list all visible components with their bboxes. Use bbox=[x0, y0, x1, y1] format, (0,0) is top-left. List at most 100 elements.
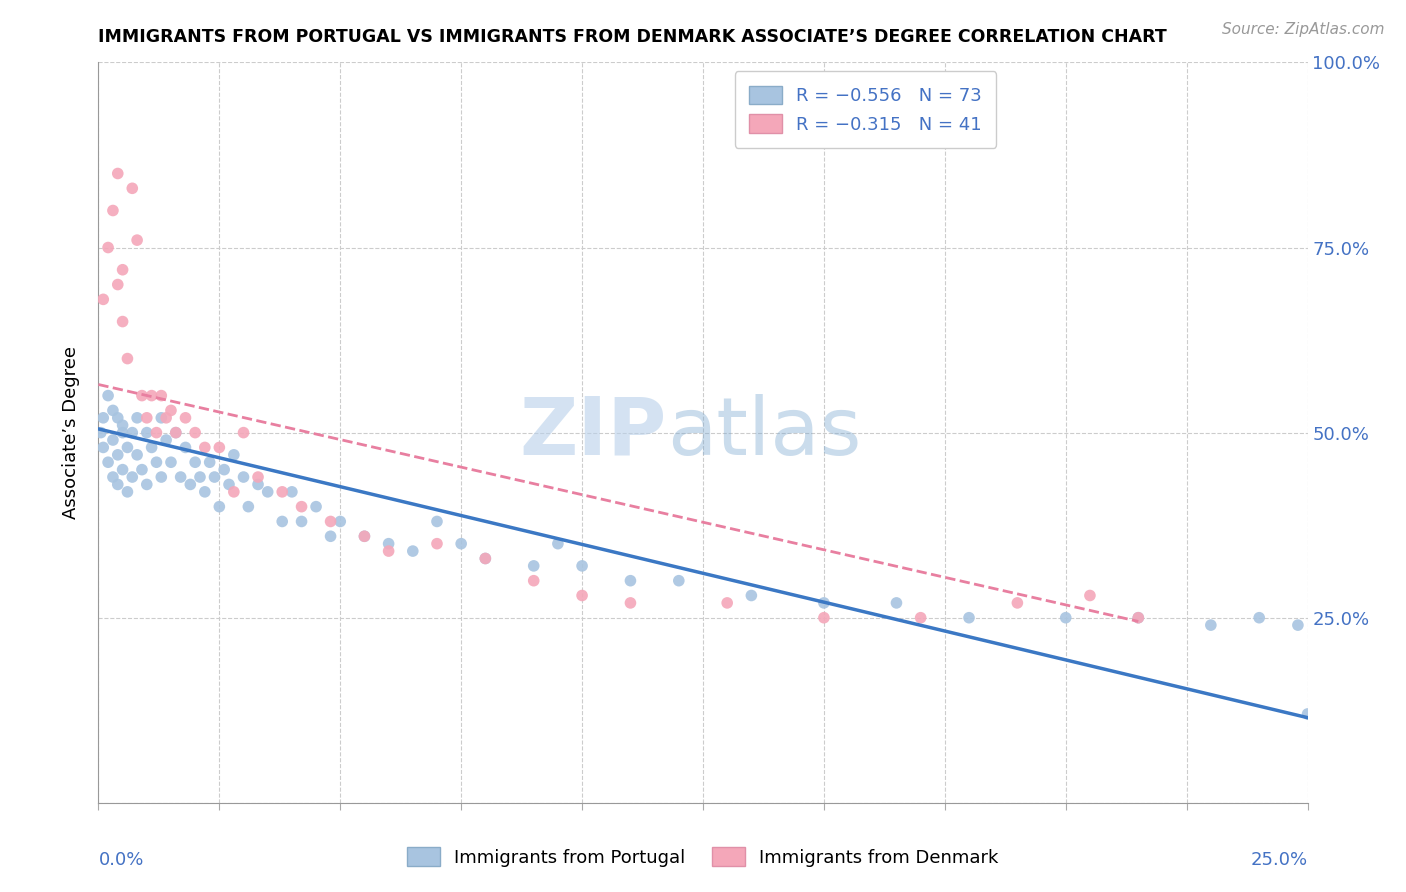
Point bbox=[1199, 618, 1222, 632]
Point bbox=[290, 515, 312, 529]
Point bbox=[319, 515, 342, 529]
Point bbox=[121, 181, 143, 195]
Text: 0.0%: 0.0% bbox=[98, 851, 143, 870]
Point bbox=[619, 596, 641, 610]
Point bbox=[1007, 596, 1029, 610]
Point bbox=[107, 166, 129, 180]
Point bbox=[377, 536, 399, 550]
Point bbox=[238, 500, 260, 514]
Point bbox=[208, 500, 231, 514]
Point bbox=[117, 484, 139, 499]
Point bbox=[198, 455, 221, 469]
Point bbox=[281, 484, 304, 499]
Point bbox=[188, 470, 211, 484]
Point bbox=[107, 277, 129, 292]
Point bbox=[135, 477, 157, 491]
Point bbox=[107, 410, 129, 425]
Point bbox=[571, 558, 593, 573]
Point bbox=[111, 262, 134, 277]
Point bbox=[194, 441, 217, 455]
Point bbox=[910, 610, 932, 624]
Text: Source: ZipAtlas.com: Source: ZipAtlas.com bbox=[1222, 22, 1385, 37]
Point bbox=[813, 596, 835, 610]
Point bbox=[150, 470, 173, 484]
Point bbox=[121, 470, 143, 484]
Point bbox=[165, 425, 187, 440]
Point bbox=[256, 484, 278, 499]
Point bbox=[474, 551, 496, 566]
Point bbox=[716, 596, 738, 610]
Point bbox=[127, 410, 149, 425]
Point bbox=[450, 536, 472, 550]
Point bbox=[155, 410, 177, 425]
Point bbox=[111, 425, 134, 440]
Point bbox=[160, 455, 183, 469]
Point bbox=[1078, 589, 1101, 603]
Point bbox=[305, 500, 328, 514]
Point bbox=[957, 610, 980, 624]
Point bbox=[91, 410, 114, 425]
Point bbox=[107, 477, 129, 491]
Text: IMMIGRANTS FROM PORTUGAL VS IMMIGRANTS FROM DENMARK ASSOCIATE’S DEGREE CORRELATI: IMMIGRANTS FROM PORTUGAL VS IMMIGRANTS F… bbox=[98, 28, 1167, 45]
Text: ZIP: ZIP bbox=[519, 393, 666, 472]
Point bbox=[91, 441, 114, 455]
Legend: R = −0.556   N = 73, R = −0.315   N = 41: R = −0.556 N = 73, R = −0.315 N = 41 bbox=[735, 71, 997, 148]
Point bbox=[619, 574, 641, 588]
Point bbox=[1128, 610, 1150, 624]
Point bbox=[290, 500, 312, 514]
Point bbox=[329, 515, 352, 529]
Point bbox=[212, 462, 235, 476]
Text: 25.0%: 25.0% bbox=[1250, 851, 1308, 870]
Point bbox=[247, 477, 270, 491]
Point bbox=[740, 589, 762, 603]
Point bbox=[97, 388, 120, 402]
Point bbox=[668, 574, 690, 588]
Point bbox=[174, 410, 197, 425]
Point bbox=[232, 425, 254, 440]
Point bbox=[319, 529, 342, 543]
Point bbox=[101, 433, 124, 447]
Point bbox=[1286, 618, 1309, 632]
Point bbox=[184, 455, 207, 469]
Point bbox=[107, 448, 129, 462]
Point bbox=[117, 441, 139, 455]
Point bbox=[97, 455, 120, 469]
Point bbox=[247, 470, 270, 484]
Point bbox=[101, 203, 124, 218]
Point bbox=[127, 448, 149, 462]
Point bbox=[145, 425, 167, 440]
Point bbox=[141, 388, 163, 402]
Point bbox=[222, 484, 245, 499]
Point bbox=[174, 441, 197, 455]
Point bbox=[169, 470, 191, 484]
Point bbox=[127, 233, 149, 247]
Point bbox=[222, 448, 245, 462]
Point bbox=[353, 529, 375, 543]
Point bbox=[131, 462, 153, 476]
Point bbox=[141, 441, 163, 455]
Text: atlas: atlas bbox=[666, 393, 860, 472]
Point bbox=[377, 544, 399, 558]
Point bbox=[271, 484, 294, 499]
Point bbox=[135, 410, 157, 425]
Point bbox=[232, 470, 254, 484]
Point bbox=[523, 558, 546, 573]
Point bbox=[165, 425, 187, 440]
Point bbox=[179, 477, 201, 491]
Point bbox=[426, 536, 449, 550]
Point bbox=[101, 403, 124, 417]
Point bbox=[135, 425, 157, 440]
Point bbox=[101, 470, 124, 484]
Point bbox=[184, 425, 207, 440]
Point bbox=[91, 293, 114, 307]
Point bbox=[571, 589, 593, 603]
Point bbox=[160, 403, 183, 417]
Point bbox=[1054, 610, 1077, 624]
Point bbox=[97, 240, 120, 255]
Point bbox=[353, 529, 375, 543]
Point bbox=[218, 477, 240, 491]
Point bbox=[813, 610, 835, 624]
Point bbox=[145, 455, 167, 469]
Point bbox=[886, 596, 908, 610]
Point bbox=[1249, 610, 1271, 624]
